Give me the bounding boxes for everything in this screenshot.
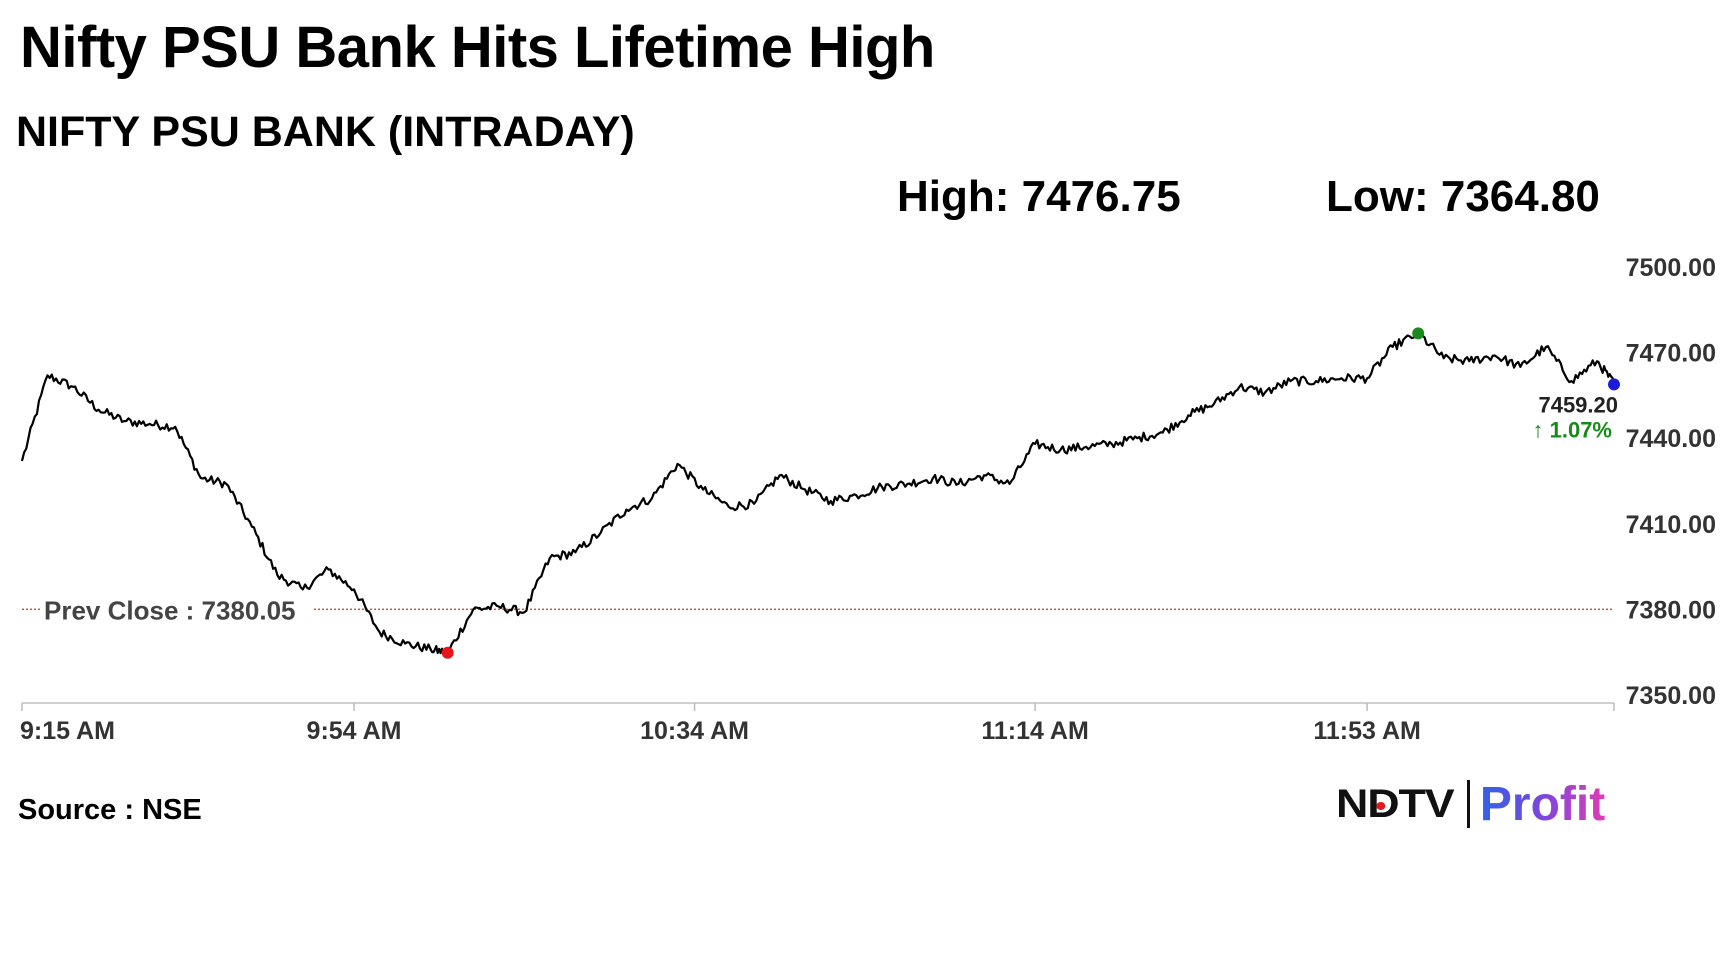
y-tick-label: 7350.00 xyxy=(1626,682,1716,710)
prev-close-label: Prev Close : 7380.05 xyxy=(44,595,296,625)
x-tick-label: 9:15 AM xyxy=(20,717,115,745)
high-value: High: 7476.75 xyxy=(897,172,1181,221)
last-value-label: 7459.20 xyxy=(1538,392,1618,417)
chart-subtitle: NIFTY PSU BANK (INTRADAY) xyxy=(16,108,635,156)
x-tick-label: 9:54 AM xyxy=(307,717,402,745)
y-tick-label: 7440.00 xyxy=(1626,425,1716,453)
logo-product: Profit xyxy=(1479,777,1606,831)
low-value: Low: 7364.80 xyxy=(1326,172,1600,221)
logo-brand: NDTV xyxy=(1336,781,1455,826)
price-line xyxy=(20,329,1616,655)
y-tick-label: 7470.00 xyxy=(1626,340,1716,368)
x-tick-label: 11:53 AM xyxy=(1313,717,1420,745)
prev-close-label-bg xyxy=(40,589,312,626)
x-tick-label: 10:34 AM xyxy=(640,717,749,745)
ndtv-profit-logo: NDTV Profit xyxy=(1336,776,1605,832)
intraday-chart: 9:15 AM 9:54 AM 10:34 AM 11:14 AM 11:53 AM 75… xyxy=(20,254,1716,745)
last-change-label: ↑ 1.07% xyxy=(1533,417,1613,442)
y-tick-label: 7380.00 xyxy=(1626,596,1716,624)
last-marker xyxy=(1608,378,1620,391)
y-tick-label: 7410.00 xyxy=(1626,511,1716,539)
low-marker xyxy=(441,646,454,659)
x-tick-label: 11:14 AM xyxy=(981,717,1088,745)
source-note: Source : NSE xyxy=(18,794,202,826)
logo-divider xyxy=(1466,780,1470,828)
high-marker xyxy=(1412,327,1425,340)
headline: Nifty PSU Bank Hits Lifetime High xyxy=(20,15,935,80)
y-tick-label: 7500.00 xyxy=(1626,254,1716,282)
